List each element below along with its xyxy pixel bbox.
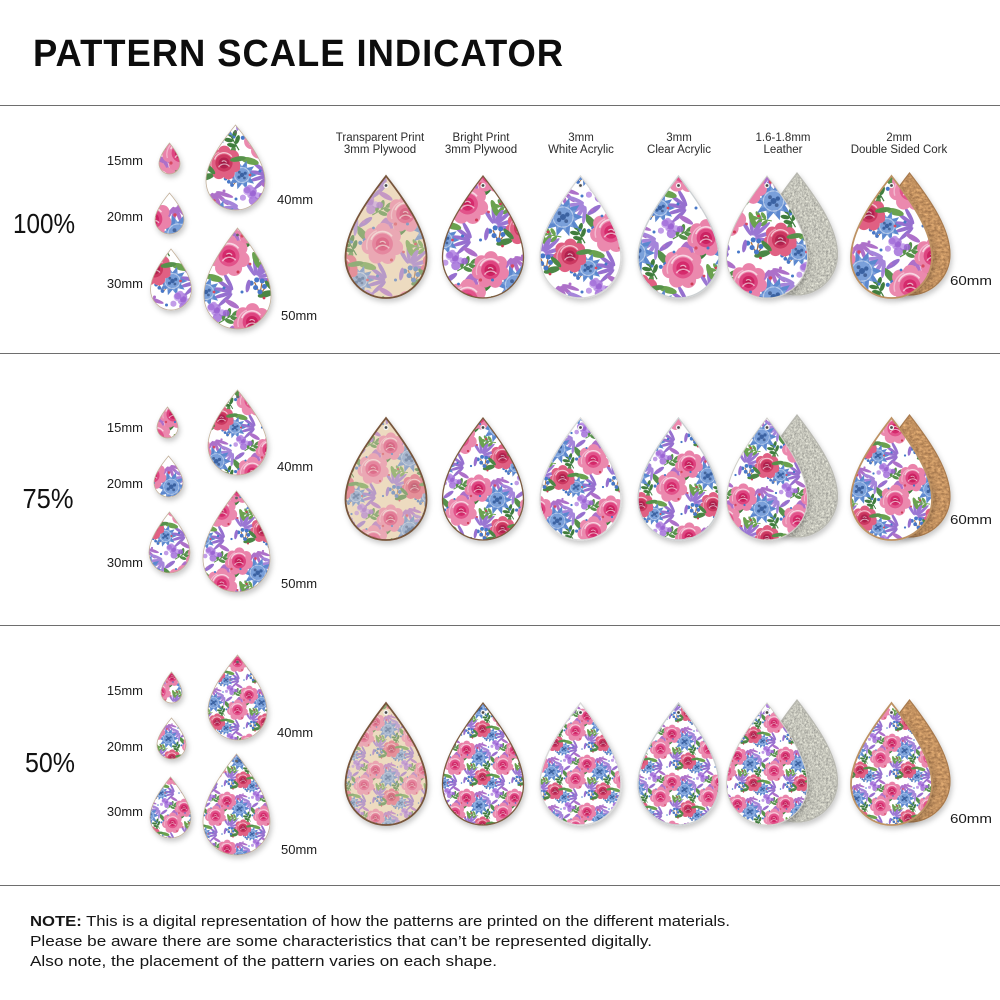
svg-text:3mm: 3mm [568,132,594,144]
svg-text:30mm: 30mm [107,804,143,819]
svg-text:20mm: 20mm [107,476,143,491]
svg-text:White Acrylic: White Acrylic [548,144,614,156]
svg-text:15mm: 15mm [107,420,143,435]
svg-text:Double Sided Cork: Double Sided Cork [851,144,948,156]
svg-text:3mm Plywood: 3mm Plywood [445,144,517,156]
svg-text:Bright Print: Bright Print [453,132,511,144]
svg-text:Also note, the placement of th: Also note, the placement of the pattern … [30,954,497,970]
svg-text:50mm: 50mm [281,576,317,591]
svg-text:20mm: 20mm [107,209,143,224]
svg-text:60mm: 60mm [950,512,992,527]
svg-text:Clear Acrylic: Clear Acrylic [647,144,711,156]
svg-text:40mm: 40mm [277,725,313,740]
svg-text:50mm: 50mm [281,842,317,857]
svg-text:30mm: 30mm [107,276,143,291]
svg-text:30mm: 30mm [107,555,143,570]
svg-text:40mm: 40mm [277,459,313,474]
svg-text:15mm: 15mm [107,153,143,168]
svg-text:60mm: 60mm [950,273,992,288]
svg-text:Leather: Leather [763,144,802,156]
svg-text:Transparent Print: Transparent Print [336,132,425,144]
svg-text:50%: 50% [25,747,75,778]
svg-text:75%: 75% [23,483,74,514]
svg-text:100%: 100% [13,208,75,239]
svg-text:PATTERN SCALE INDICATOR: PATTERN SCALE INDICATOR [33,33,564,75]
svg-text:40mm: 40mm [277,192,313,207]
svg-text:3mm: 3mm [666,132,692,144]
svg-text:50mm: 50mm [281,308,317,323]
svg-text:NOTE: This is a digital repres: NOTE: This is a digital representation o… [30,914,730,930]
svg-text:20mm: 20mm [107,739,143,754]
svg-text:Please be aware there are some: Please be aware there are some character… [30,934,652,950]
svg-text:2mm: 2mm [886,132,912,144]
svg-text:15mm: 15mm [107,683,143,698]
svg-text:3mm Plywood: 3mm Plywood [344,144,416,156]
svg-text:60mm: 60mm [950,811,992,826]
svg-text:1.6-1.8mm: 1.6-1.8mm [756,132,811,144]
